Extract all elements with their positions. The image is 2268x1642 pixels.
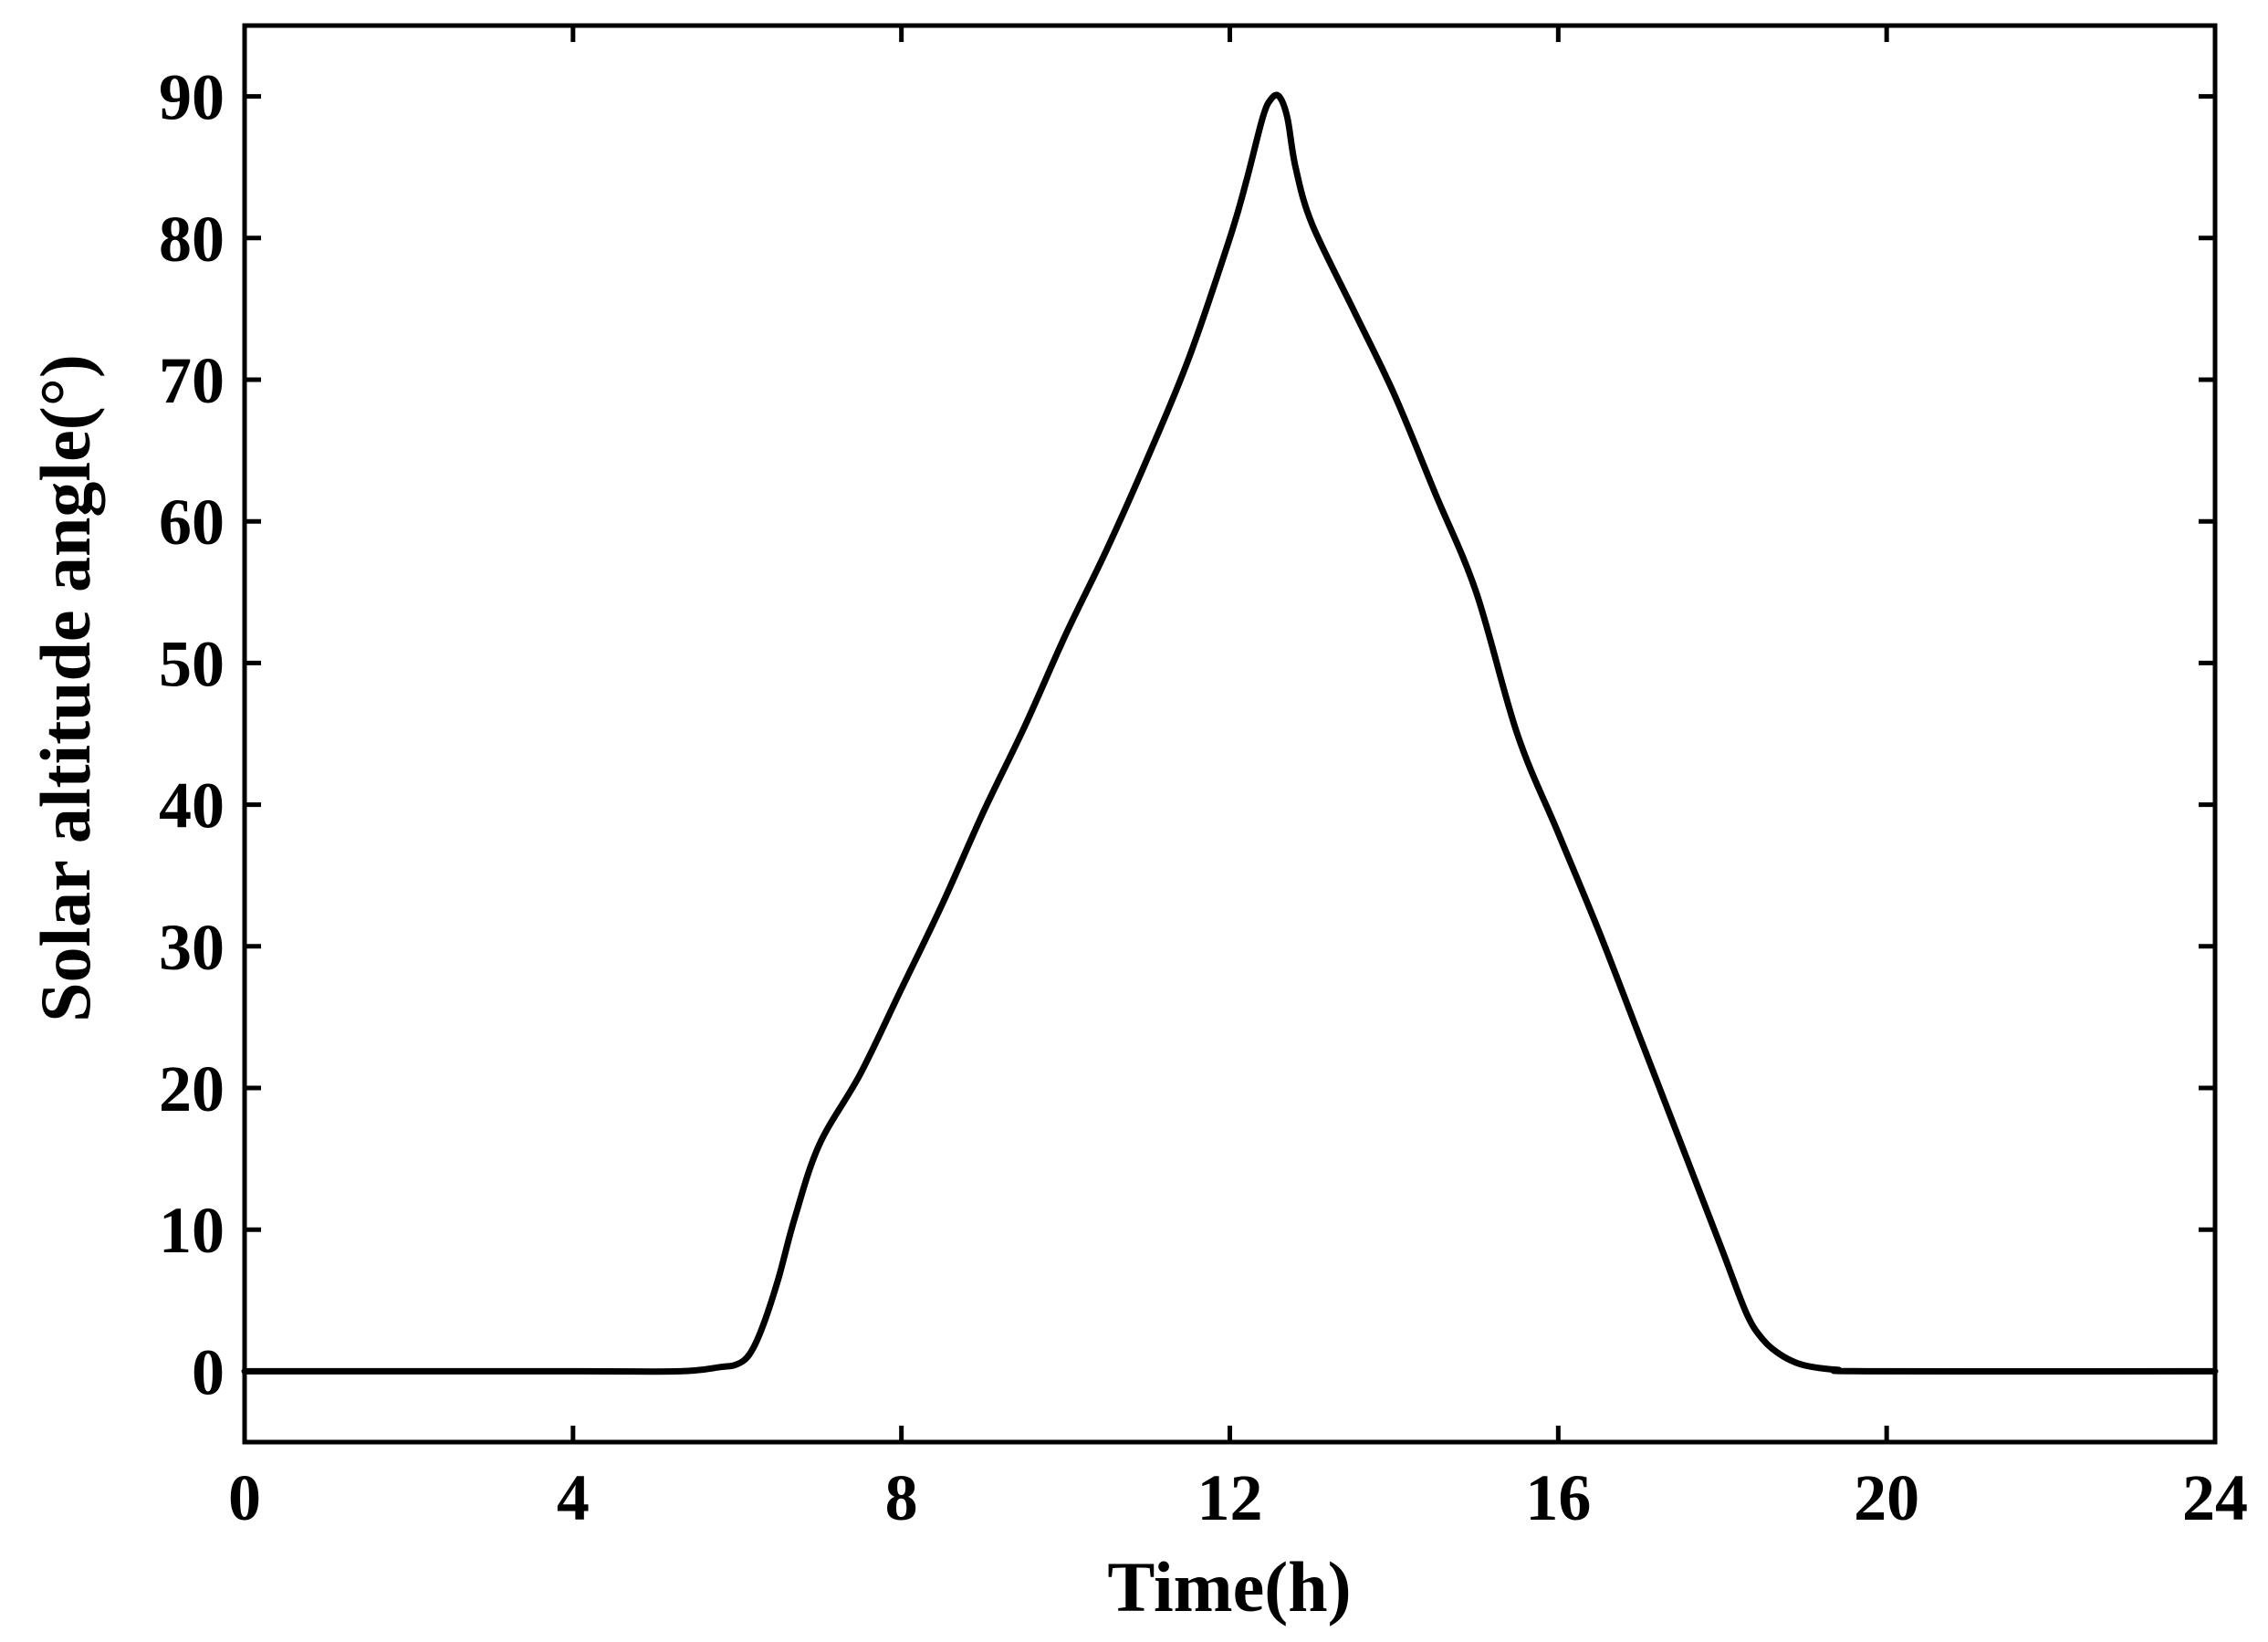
y-tick-label: 20 [159, 1052, 225, 1125]
x-tick-label: 16 [1525, 1461, 1591, 1534]
y-tick-label: 50 [159, 627, 225, 700]
y-tick-label: 30 [159, 911, 225, 984]
y-tick-label: 90 [159, 61, 225, 134]
tick-labels: 0 4 8 12 16 20 24 0 10 20 30 40 50 60 70 80 90 [159, 61, 2248, 1534]
x-tick-label: 8 [885, 1461, 918, 1534]
x-tick-label: 20 [1854, 1461, 1919, 1534]
y-tick-label: 40 [159, 769, 225, 842]
x-tick-label: 24 [2182, 1461, 2248, 1534]
x-tick-label: 12 [1197, 1461, 1263, 1534]
x-tick-label: 0 [228, 1461, 261, 1534]
y-tick-label: 60 [159, 486, 225, 559]
y-tick-label: 80 [159, 203, 225, 276]
series-line [241, 91, 2219, 1375]
y-tick-label: 10 [159, 1194, 225, 1267]
y-tick-label: 0 [192, 1335, 225, 1408]
x-axis-title: Time(h) [1107, 1547, 1351, 1626]
y-tick-label: 70 [159, 344, 225, 417]
y-axis-title: Solar altitude angle(°) [26, 354, 105, 1022]
plot-frame [242, 23, 2218, 1445]
x-tick-label: 4 [557, 1461, 590, 1534]
